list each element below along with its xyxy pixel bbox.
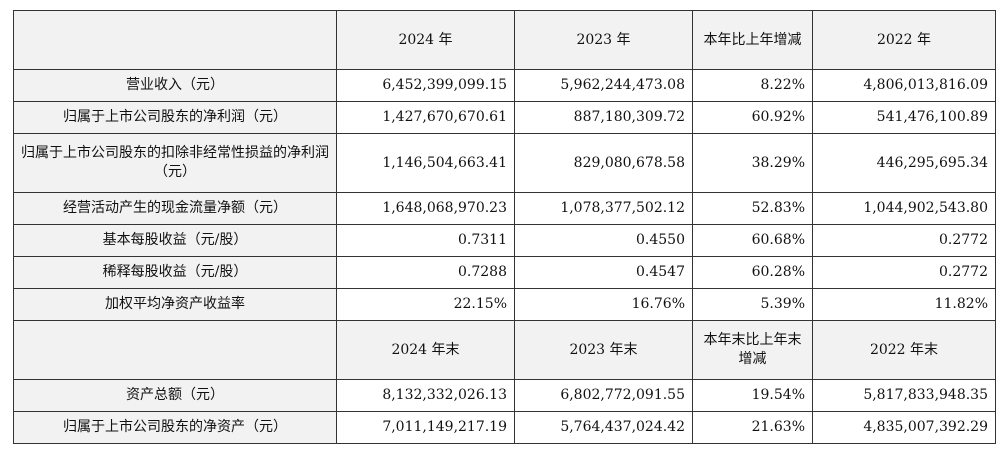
- row-label: 资产总额（元）: [13, 379, 337, 412]
- cell-2024: 1,427,670,670.61: [336, 101, 515, 134]
- cell-2023: 5,962,244,473.08: [514, 69, 693, 102]
- row-diluted-eps: 稀释每股收益（元/股） 0.7288 0.4547 60.28% 0.2772: [13, 256, 996, 289]
- cell-2023: 887,180,309.72: [514, 101, 693, 134]
- financial-summary-table: 2024 年 2023 年 本年比上年增减 2022 年 营业收入（元） 6,4…: [13, 10, 996, 444]
- row-operating-cash-flow: 经营活动产生的现金流量净额（元） 1,648,068,970.23 1,078,…: [13, 192, 996, 225]
- row-revenue: 营业收入（元） 6,452,399,099.15 5,962,244,473.0…: [13, 69, 996, 102]
- row-weighted-roe: 加权平均净资产收益率 22.15% 16.76% 5.39% 11.82%: [13, 288, 996, 321]
- header-2022: 2022 年: [812, 10, 996, 70]
- cell-2023: 0.4550: [514, 224, 693, 257]
- header-yoy-change: 本年比上年增减: [692, 10, 813, 70]
- header-blank-cell: [13, 10, 337, 70]
- header-yearend-change: 本年末比上年末增减: [692, 320, 813, 380]
- cell-2022: 0.2772: [812, 256, 996, 289]
- row-label: 加权平均净资产收益率: [13, 288, 337, 321]
- header-2022-end: 2022 年末: [812, 320, 996, 380]
- row-label: 归属于上市公司股东的扣除非经常性损益的净利润（元）: [13, 133, 337, 193]
- cell-2023: 5,764,437,024.42: [514, 411, 693, 444]
- cell-2024: 1,648,068,970.23: [336, 192, 515, 225]
- cell-2024: 8,132,332,026.13: [336, 379, 515, 412]
- cell-change: 5.39%: [692, 288, 813, 321]
- cell-2023: 16.76%: [514, 288, 693, 321]
- row-adjusted-net-profit: 归属于上市公司股东的扣除非经常性损益的净利润（元） 1,146,504,663.…: [13, 133, 996, 193]
- row-total-assets: 资产总额（元） 8,132,332,026.13 6,802,772,091.5…: [13, 379, 996, 412]
- cell-2022: 11.82%: [812, 288, 996, 321]
- cell-2022: 0.2772: [812, 224, 996, 257]
- cell-2023: 829,080,678.58: [514, 133, 693, 193]
- cell-2022: 5,817,833,948.35: [812, 379, 996, 412]
- header-2023-end: 2023 年末: [514, 320, 693, 380]
- row-label: 营业收入（元）: [13, 69, 337, 102]
- cell-change: 60.28%: [692, 256, 813, 289]
- cell-2022: 4,806,013,816.09: [812, 69, 996, 102]
- cell-2022: 1,044,902,543.80: [812, 192, 996, 225]
- cell-change: 52.83%: [692, 192, 813, 225]
- cell-change: 19.54%: [692, 379, 813, 412]
- row-net-profit: 归属于上市公司股东的净利润（元） 1,427,670,670.61 887,18…: [13, 101, 996, 134]
- row-label: 归属于上市公司股东的净资产（元）: [13, 411, 337, 444]
- cell-2022: 446,295,695.34: [812, 133, 996, 193]
- cell-2022: 541,476,100.89: [812, 101, 996, 134]
- row-label: 基本每股收益（元/股）: [13, 224, 337, 257]
- cell-change: 60.92%: [692, 101, 813, 134]
- cell-2023: 1,078,377,502.12: [514, 192, 693, 225]
- header-row-yearend: 2024 年末 2023 年末 本年末比上年末增减 2022 年末: [13, 320, 996, 380]
- row-net-assets: 归属于上市公司股东的净资产（元） 7,011,149,217.19 5,764,…: [13, 411, 996, 444]
- header-blank-cell: [13, 320, 337, 380]
- cell-2024: 1,146,504,663.41: [336, 133, 515, 193]
- cell-2024: 0.7311: [336, 224, 515, 257]
- header-2023: 2023 年: [514, 10, 693, 70]
- cell-2024: 22.15%: [336, 288, 515, 321]
- cell-2024: 7,011,149,217.19: [336, 411, 515, 444]
- cell-2023: 6,802,772,091.55: [514, 379, 693, 412]
- cell-2024: 6,452,399,099.15: [336, 69, 515, 102]
- row-label: 稀释每股收益（元/股）: [13, 256, 337, 289]
- cell-change: 21.63%: [692, 411, 813, 444]
- header-2024: 2024 年: [336, 10, 515, 70]
- cell-2023: 0.4547: [514, 256, 693, 289]
- header-2024-end: 2024 年末: [336, 320, 515, 380]
- cell-change: 8.22%: [692, 69, 813, 102]
- header-row-year: 2024 年 2023 年 本年比上年增减 2022 年: [13, 10, 996, 70]
- row-label: 经营活动产生的现金流量净额（元）: [13, 192, 337, 225]
- cell-change: 60.68%: [692, 224, 813, 257]
- cell-change: 38.29%: [692, 133, 813, 193]
- row-label: 归属于上市公司股东的净利润（元）: [13, 101, 337, 134]
- row-basic-eps: 基本每股收益（元/股） 0.7311 0.4550 60.68% 0.2772: [13, 224, 996, 257]
- cell-2022: 4,835,007,392.29: [812, 411, 996, 444]
- cell-2024: 0.7288: [336, 256, 515, 289]
